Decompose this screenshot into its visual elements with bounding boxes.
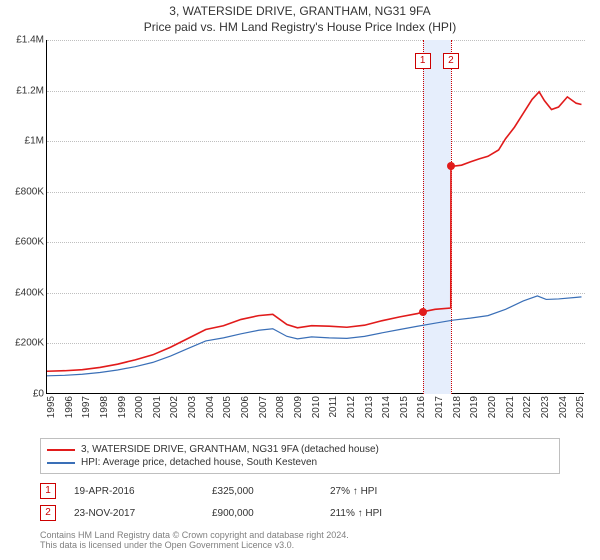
x-axis-labels: 1995 1996 1997 1998 1999 2000 2001 2002 2003 2004… xyxy=(46,394,584,434)
x-tick-label: 2021 xyxy=(505,396,516,418)
x-tick-label: 2022 xyxy=(522,396,533,418)
x-tick-label: 2023 xyxy=(540,396,551,418)
x-tick-label: 2015 xyxy=(399,396,410,418)
x-tick-label: 2006 xyxy=(240,396,251,418)
x-tick-label: 2004 xyxy=(205,396,216,418)
legend-box: 3, WATERSIDE DRIVE, GRANTHAM, NG31 9FA (… xyxy=(40,438,560,474)
y-tick-label: £0 xyxy=(33,389,44,400)
x-tick-label: 2008 xyxy=(275,396,286,418)
x-tick-label: 2014 xyxy=(381,396,392,418)
y-tick-label: £200K xyxy=(15,338,44,349)
y-tick-label: £400K xyxy=(15,287,44,298)
legend-swatch xyxy=(47,462,75,464)
sale-row-price: £325,000 xyxy=(212,486,312,497)
x-tick-label: 2020 xyxy=(487,396,498,418)
x-tick-label: 2018 xyxy=(452,396,463,418)
footer-line: Contains HM Land Registry data © Crown c… xyxy=(40,530,560,540)
sale-row-delta: 27% ↑ HPI xyxy=(330,486,377,497)
x-tick-label: 2000 xyxy=(134,396,145,418)
footer-line: This data is licensed under the Open Gov… xyxy=(40,540,560,550)
sale-row-number: 1 xyxy=(40,483,56,499)
x-tick-label: 2025 xyxy=(575,396,586,418)
chart-figure: 3, WATERSIDE DRIVE, GRANTHAM, NG31 9FA P… xyxy=(0,0,600,550)
legend-row: HPI: Average price, detached house, Sout… xyxy=(47,456,553,469)
sale-row: 1 19-APR-2016 £325,000 27% ↑ HPI xyxy=(40,480,560,502)
sale-marker-box: 1 xyxy=(415,53,431,69)
x-tick-label: 2013 xyxy=(364,396,375,418)
x-tick-label: 2005 xyxy=(222,396,233,418)
x-tick-label: 2019 xyxy=(469,396,480,418)
x-tick-label: 2012 xyxy=(346,396,357,418)
y-tick-label: £600K xyxy=(15,237,44,248)
y-tick-label: £800K xyxy=(15,186,44,197)
subtitle: Price paid vs. HM Land Registry's House … xyxy=(0,20,600,34)
x-tick-label: 2016 xyxy=(416,396,427,418)
sale-row-delta: 211% ↑ HPI xyxy=(330,508,382,519)
x-tick-label: 1999 xyxy=(117,396,128,418)
series-price_paid xyxy=(47,92,581,371)
sale-marker-box: 2 xyxy=(443,53,459,69)
legend-label: 3, WATERSIDE DRIVE, GRANTHAM, NG31 9FA (… xyxy=(81,444,379,455)
sale-dot xyxy=(447,162,455,170)
legend-label: HPI: Average price, detached house, Sout… xyxy=(81,457,317,468)
title-block: 3, WATERSIDE DRIVE, GRANTHAM, NG31 9FA P… xyxy=(0,0,600,34)
chart-lines-svg xyxy=(47,40,585,394)
x-tick-label: 2003 xyxy=(187,396,198,418)
legend-swatch xyxy=(47,449,75,451)
x-tick-label: 2011 xyxy=(328,396,339,418)
x-tick-label: 1996 xyxy=(64,396,75,418)
x-tick-label: 2017 xyxy=(434,396,445,418)
chart-plot: 12 xyxy=(46,40,584,394)
x-tick-label: 1995 xyxy=(46,396,57,418)
y-tick-label: £1.4M xyxy=(16,35,44,46)
x-tick-label: 2009 xyxy=(293,396,304,418)
sale-row-price: £900,000 xyxy=(212,508,312,519)
chart-plot-wrapper: £0£200K£400K£600K£800K£1M£1.2M£1.4M 12 xyxy=(46,40,584,394)
x-tick-label: 2002 xyxy=(169,396,180,418)
x-tick-label: 2024 xyxy=(558,396,569,418)
sale-row-number: 2 xyxy=(40,505,56,521)
sale-row-date: 19-APR-2016 xyxy=(74,486,194,497)
legend-row: 3, WATERSIDE DRIVE, GRANTHAM, NG31 9FA (… xyxy=(47,443,553,456)
x-tick-label: 2001 xyxy=(152,396,163,418)
x-tick-label: 2010 xyxy=(311,396,322,418)
sales-table: 1 19-APR-2016 £325,000 27% ↑ HPI 2 23-NOV-201… xyxy=(40,480,560,524)
sale-row-date: 23-NOV-2017 xyxy=(74,508,194,519)
x-tick-label: 1998 xyxy=(99,396,110,418)
series-hpi xyxy=(47,296,581,376)
sale-dot xyxy=(419,308,427,316)
y-tick-label: £1.2M xyxy=(16,85,44,96)
x-tick-label: 1997 xyxy=(81,396,92,418)
sale-row: 2 23-NOV-2017 £900,000 211% ↑ HPI xyxy=(40,502,560,524)
y-tick-label: £1M xyxy=(25,136,44,147)
footer-attribution: Contains HM Land Registry data © Crown c… xyxy=(40,530,560,550)
address-title: 3, WATERSIDE DRIVE, GRANTHAM, NG31 9FA xyxy=(0,4,600,18)
x-tick-label: 2007 xyxy=(258,396,269,418)
